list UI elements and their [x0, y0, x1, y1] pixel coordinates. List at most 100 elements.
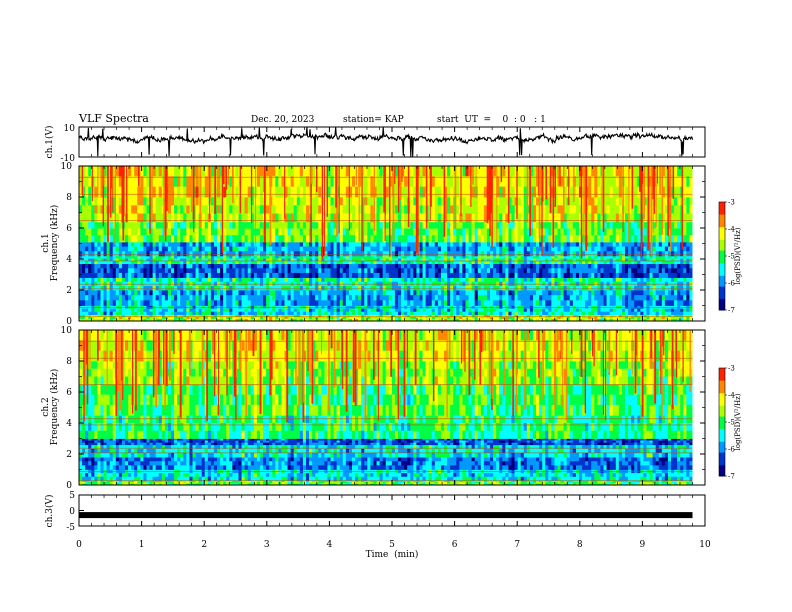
spectrogram-cell: [97, 290, 101, 296]
spectrogram-cell: [318, 285, 322, 291]
spectrogram-cell: [447, 176, 451, 188]
spectrogram-cell: [376, 277, 381, 283]
spectrogram-cell: [444, 258, 448, 262]
spectrogram-cell: [82, 246, 86, 252]
spectrogram-cell: [318, 263, 322, 269]
spectrogram-cell: [529, 228, 534, 236]
spectrogram-cell: [189, 277, 193, 283]
spectrogram-cell: [419, 258, 423, 262]
spectrogram-cell: [508, 314, 512, 318]
spectrogram-cell: [137, 316, 141, 320]
spectrogram-cell: [345, 277, 350, 283]
spectrogram-cell: [468, 318, 473, 322]
spectrogram-cell: [468, 261, 473, 265]
spectrogram-cell: [480, 285, 485, 291]
spectrogram-cell: [312, 295, 316, 301]
spectrogram-cell: [496, 258, 500, 262]
spectrogram-cell: [269, 308, 273, 313]
spectrogram-cell: [247, 290, 252, 296]
spectrogram-cell: [189, 241, 193, 247]
spectrogram-cell: [361, 235, 365, 243]
spectrogram-cell: [572, 308, 577, 313]
spectrogram-cell: [339, 258, 344, 262]
spectrogram-cell: [459, 228, 463, 236]
spectrogram-cell: [428, 246, 433, 252]
spectrogram-cell: [321, 268, 325, 274]
spectrogram-cell: [85, 277, 89, 283]
spectrogram-cell: [523, 176, 528, 188]
spectrogram-cell: [327, 263, 331, 269]
spectrogram-cell: [554, 295, 558, 301]
spectrogram-cell: [161, 316, 166, 320]
spectrogram-cell: [290, 263, 295, 269]
spectrogram-cell: [355, 318, 359, 322]
spectrogram-cell: [330, 290, 334, 296]
spectrogram-cell: [330, 246, 334, 252]
spectrogram-cell: [269, 261, 273, 265]
spectrogram-cell: [572, 235, 577, 243]
spectrogram-cell: [373, 300, 377, 306]
spectrogram-cell: [327, 166, 331, 177]
spectrogram-cell: [404, 213, 408, 223]
spectrogram-cell: [514, 308, 519, 313]
spectrogram-cell: [345, 176, 350, 188]
spectrogram-cell: [88, 311, 92, 316]
spectrogram-cell: [333, 308, 338, 313]
spectrogram-cell: [241, 235, 246, 243]
spectrogram-cell: [480, 261, 485, 265]
spectrogram-cell: [511, 263, 515, 269]
spectrogram-cell: [235, 186, 239, 198]
spectrogram-cell: [131, 311, 135, 316]
spectrogram-cell: [217, 258, 221, 262]
spectrogram-cell: [401, 221, 405, 229]
spectrogram-cell: [131, 261, 135, 265]
spectrogram-cell: [355, 235, 359, 243]
spectrogram-cell: [186, 316, 190, 320]
spectrogram-cell: [330, 221, 334, 229]
spectrogram-cell: [367, 186, 371, 198]
spectrogram-cell: [140, 290, 144, 296]
spectrogram-cell: [520, 263, 525, 269]
spectrogram-cell: [195, 246, 200, 252]
spectrogram-cell: [281, 314, 285, 318]
spectrogram-cell: [235, 300, 239, 306]
spectrogram-cell: [278, 166, 282, 177]
spectrogram-cell: [121, 263, 126, 269]
spectrogram-cell: [134, 277, 138, 283]
spectrogram-cell: [560, 235, 565, 243]
spectrogram-cell: [128, 186, 132, 198]
spectrogram-cell: [263, 314, 267, 318]
spectrogram-cell: [419, 268, 423, 274]
spectrogram-cell: [367, 241, 371, 247]
spectrogram-cell: [370, 251, 374, 257]
spectrogram-cell: [250, 268, 255, 274]
spectrogram-cell: [195, 166, 200, 177]
spectrogram-cell: [290, 228, 295, 236]
spectrogram-cell: [118, 186, 123, 198]
spectrogram-cell: [164, 235, 169, 243]
spectrogram-cell: [112, 308, 117, 313]
spectrogram-cell: [348, 272, 353, 278]
spectrogram-cell: [339, 268, 344, 274]
spectrogram-cell: [444, 295, 448, 301]
spectrogram-cell: [287, 268, 292, 274]
spectrogram-cell: [309, 268, 313, 274]
spectrogram-cell: [529, 318, 534, 322]
spectrogram-cell: [529, 213, 534, 223]
spectrogram-cell: [437, 213, 442, 223]
spectrogram-cell: [244, 246, 249, 252]
spectrogram-cell: [526, 314, 531, 318]
spectrogram-cell: [232, 295, 236, 301]
spectrogram-cell: [348, 258, 353, 262]
spectrogram-cell: [523, 213, 528, 223]
spectrogram-cell: [404, 311, 408, 316]
spectrogram-cell: [198, 268, 203, 274]
spectrogram-cell: [557, 205, 561, 214]
spectrogram-cell: [339, 308, 344, 313]
spectrogram-cell: [263, 268, 267, 274]
spectrogram-cell: [146, 176, 150, 188]
spectrogram-cell: [115, 318, 120, 322]
spectrogram-cell: [511, 197, 515, 206]
spectrogram-cell: [545, 314, 549, 318]
spectrogram-cell: [318, 213, 322, 223]
